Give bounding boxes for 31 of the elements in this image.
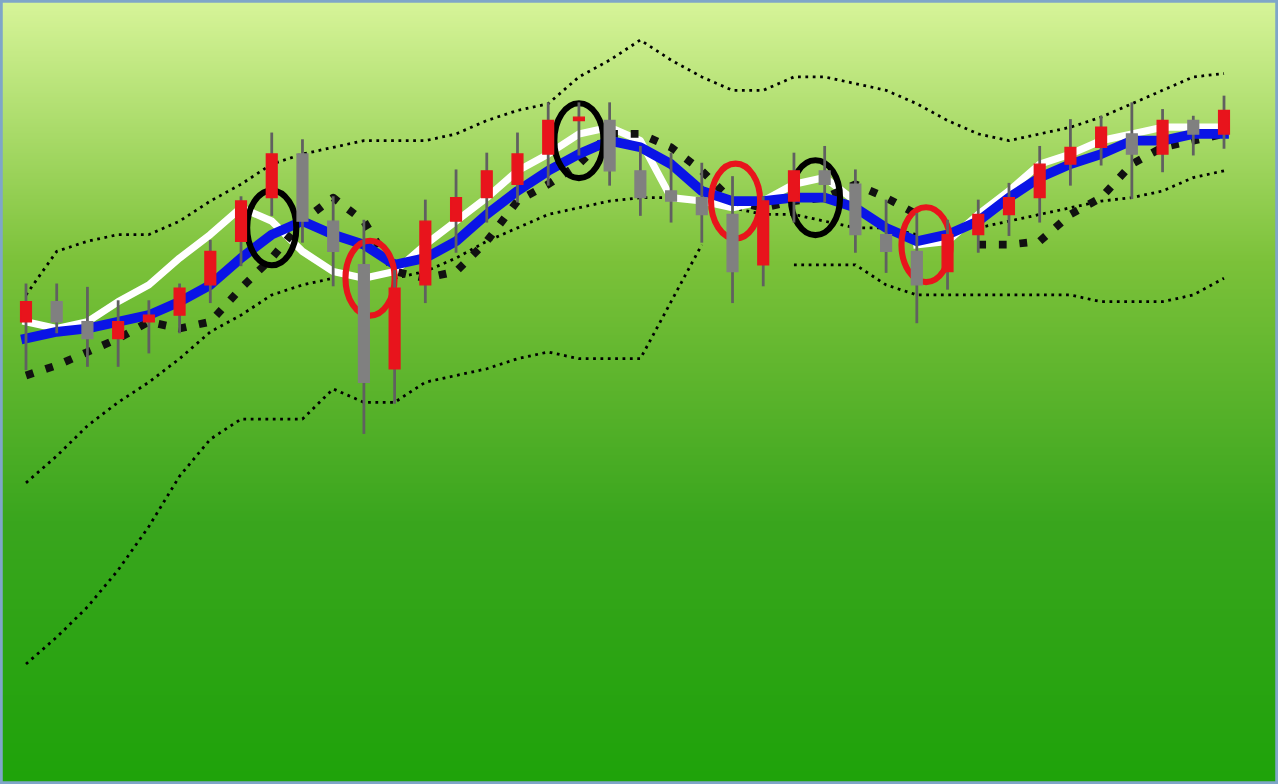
candlestick — [972, 199, 985, 253]
candlestick — [1095, 115, 1108, 166]
candlestick — [1033, 145, 1046, 223]
candlestick — [265, 132, 278, 216]
candlestick — [880, 199, 893, 273]
candlestick — [50, 283, 63, 334]
candlestick — [1156, 109, 1169, 173]
candlestick — [1187, 115, 1200, 156]
candlestick — [910, 213, 923, 324]
candlestick — [204, 239, 217, 304]
candlestick — [1064, 119, 1077, 186]
candlestick — [327, 196, 340, 287]
candlestick — [665, 152, 678, 223]
candlestick — [695, 162, 708, 243]
candlestick — [818, 145, 831, 203]
candlestick — [787, 152, 801, 223]
candlestick — [19, 283, 33, 371]
candlestick — [173, 283, 186, 334]
candlestick — [449, 169, 463, 253]
candlestick — [234, 196, 248, 267]
candlestick — [112, 300, 125, 367]
candlestick — [1217, 95, 1231, 149]
candlestick — [542, 102, 555, 186]
candlestick — [1125, 102, 1138, 200]
candlestick — [81, 286, 94, 367]
candlestick — [511, 132, 524, 203]
candlestick — [572, 102, 585, 156]
candlestick — [480, 152, 493, 223]
candlestick — [634, 145, 647, 216]
candlestick — [1002, 182, 1016, 236]
candlestick — [142, 300, 155, 354]
